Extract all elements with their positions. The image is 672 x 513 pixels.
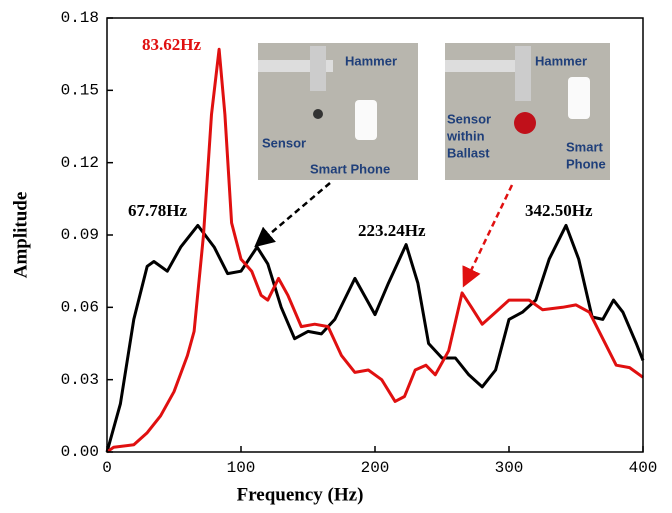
y-tick-label: 0.12 (61, 154, 99, 172)
inset-label: Smart Phone (310, 161, 390, 176)
y-axis-title: Amplitude (10, 192, 31, 279)
inset-label: Ballast (447, 145, 490, 160)
annotation: 223.24Hz (358, 221, 426, 240)
annotation: 342.50Hz (525, 201, 593, 220)
y-tick-label: 0.06 (61, 299, 99, 317)
x-tick-label: 0 (102, 459, 112, 477)
inset-label: within (446, 128, 485, 143)
arrow (254, 182, 331, 248)
x-tick-label: 300 (495, 459, 524, 477)
inset-label: Smart (566, 139, 604, 154)
inset-photo: Hammer Sensor Smart Phone (258, 43, 418, 180)
y-tick-label: 0.15 (61, 82, 99, 100)
arrow (462, 184, 514, 288)
y-tick-label: 0.18 (61, 9, 99, 27)
inset-label: Phone (566, 156, 606, 171)
data-line (106, 47, 644, 454)
y-tick-label: 0.00 (61, 443, 99, 461)
data-line (105, 223, 645, 453)
inset-label: Sensor (262, 135, 306, 150)
y-tick-label: 0.03 (61, 371, 99, 389)
x-tick-label: 100 (227, 459, 256, 477)
annotation: 67.78Hz (128, 201, 187, 220)
inset-photo: Hammer Sensor within Ballast Smart Phone (445, 43, 610, 180)
x-tick-label: 200 (361, 459, 390, 477)
x-axis-title: Frequency (Hz) (237, 484, 364, 505)
x-tick-label: 400 (629, 459, 658, 477)
annotation: 83.62Hz (142, 35, 201, 54)
inset-label: Hammer (345, 53, 397, 68)
inset-label: Hammer (535, 53, 587, 68)
inset-label: Sensor (447, 111, 491, 126)
y-tick-label: 0.09 (61, 226, 99, 244)
